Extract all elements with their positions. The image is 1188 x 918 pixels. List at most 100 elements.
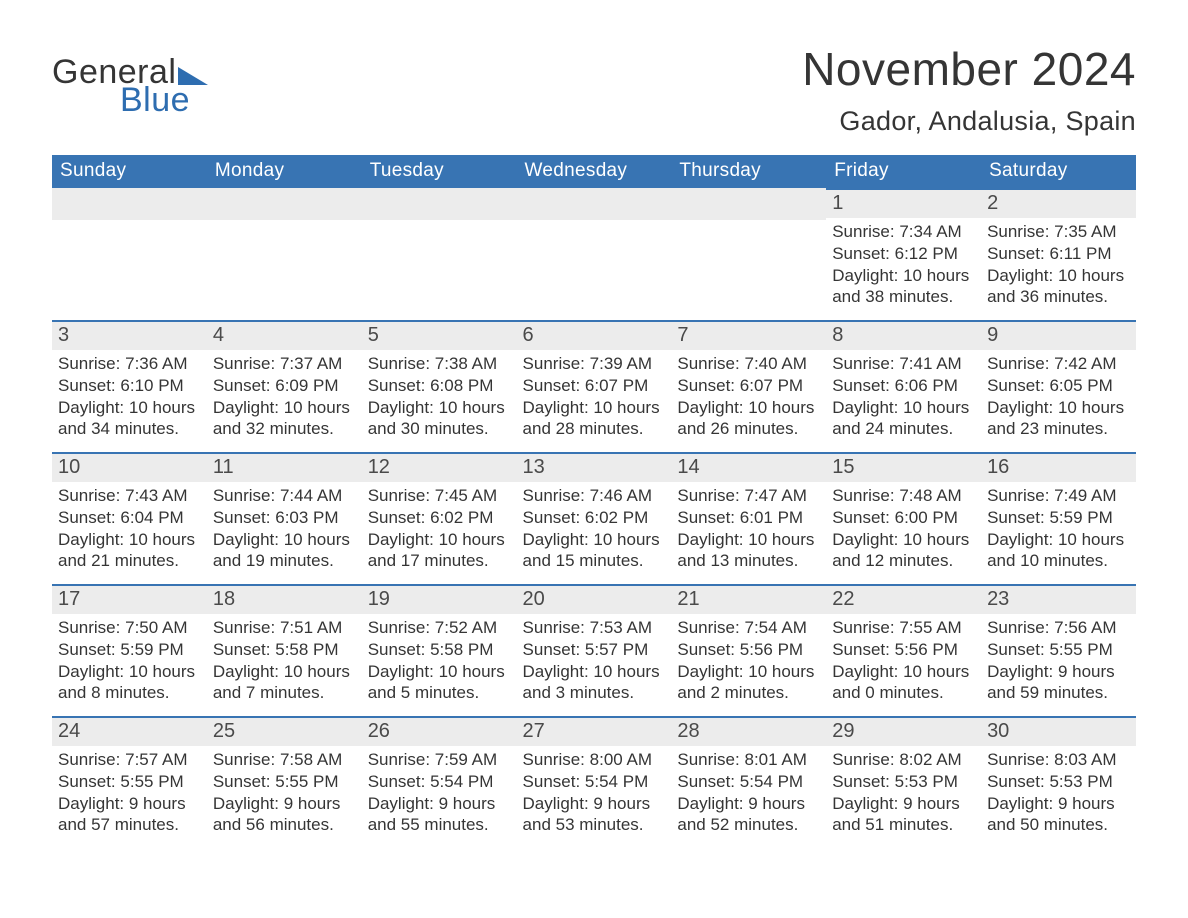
calendar-cell: 29Sunrise: 8:02 AMSunset: 5:53 PMDayligh… <box>826 716 981 848</box>
calendar-cell: 12Sunrise: 7:45 AMSunset: 6:02 PMDayligh… <box>362 452 517 584</box>
day-details: Sunrise: 7:34 AMSunset: 6:12 PMDaylight:… <box>826 218 981 308</box>
daylight-line: Daylight: 9 hours and 50 minutes. <box>987 793 1130 837</box>
day-details: Sunrise: 8:01 AMSunset: 5:54 PMDaylight:… <box>671 746 826 836</box>
sunset-label: Sunset: <box>987 376 1045 395</box>
sunset-value: 6:04 PM <box>120 508 183 527</box>
sunset-label: Sunset: <box>523 772 581 791</box>
day-number: 21 <box>671 584 826 614</box>
sunset-label: Sunset: <box>523 508 581 527</box>
sunrise-value: 8:03 AM <box>1054 750 1116 769</box>
day-details: Sunrise: 7:48 AMSunset: 6:00 PMDaylight:… <box>826 482 981 572</box>
sunset-value: 6:01 PM <box>740 508 803 527</box>
sunrise-label: Sunrise: <box>523 486 585 505</box>
sunrise-label: Sunrise: <box>523 354 585 373</box>
calendar-cell: 7Sunrise: 7:40 AMSunset: 6:07 PMDaylight… <box>671 320 826 452</box>
daylight-line: Daylight: 9 hours and 53 minutes. <box>523 793 666 837</box>
calendar-cell: 30Sunrise: 8:03 AMSunset: 5:53 PMDayligh… <box>981 716 1136 848</box>
sunrise-line: Sunrise: 7:41 AM <box>832 353 975 375</box>
sunset-line: Sunset: 6:08 PM <box>368 375 511 397</box>
sunrise-value: 7:54 AM <box>744 618 806 637</box>
sunset-value: 5:55 PM <box>120 772 183 791</box>
sunrise-label: Sunrise: <box>987 486 1049 505</box>
sunset-value: 5:54 PM <box>585 772 648 791</box>
sunset-value: 6:11 PM <box>1049 244 1111 263</box>
calendar-row: 17Sunrise: 7:50 AMSunset: 5:59 PMDayligh… <box>52 584 1136 716</box>
sunrise-line: Sunrise: 8:01 AM <box>677 749 820 771</box>
sunrise-value: 7:55 AM <box>899 618 961 637</box>
day-details: Sunrise: 7:43 AMSunset: 6:04 PMDaylight:… <box>52 482 207 572</box>
sunset-label: Sunset: <box>58 376 116 395</box>
daylight-label: Daylight: <box>58 662 124 681</box>
daylight-label: Daylight: <box>58 398 124 417</box>
sunset-label: Sunset: <box>58 772 116 791</box>
day: 16Sunrise: 7:49 AMSunset: 5:59 PMDayligh… <box>981 452 1136 584</box>
sunrise-label: Sunrise: <box>368 486 430 505</box>
sunrise-value: 7:49 AM <box>1054 486 1116 505</box>
sunrise-line: Sunrise: 7:50 AM <box>58 617 201 639</box>
sunrise-label: Sunrise: <box>368 750 430 769</box>
sunrise-line: Sunrise: 7:57 AM <box>58 749 201 771</box>
day-number: 26 <box>362 716 517 746</box>
day-number: 19 <box>362 584 517 614</box>
daylight-label: Daylight: <box>213 530 279 549</box>
sunrise-line: Sunrise: 7:59 AM <box>368 749 511 771</box>
sunset-label: Sunset: <box>213 640 271 659</box>
sunrise-line: Sunrise: 7:53 AM <box>523 617 666 639</box>
day-number: 1 <box>826 188 981 218</box>
sunrise-line: Sunrise: 7:45 AM <box>368 485 511 507</box>
daylight-line: Daylight: 9 hours and 51 minutes. <box>832 793 975 837</box>
weekday-header: Tuesday <box>362 155 517 188</box>
sunset-label: Sunset: <box>987 244 1045 263</box>
sunset-label: Sunset: <box>58 640 116 659</box>
day-number: 17 <box>52 584 207 614</box>
day: 5Sunrise: 7:38 AMSunset: 6:08 PMDaylight… <box>362 320 517 452</box>
sunset-label: Sunset: <box>213 508 271 527</box>
day-details: Sunrise: 7:36 AMSunset: 6:10 PMDaylight:… <box>52 350 207 440</box>
weekday-header: Monday <box>207 155 362 188</box>
sunrise-value: 7:56 AM <box>1054 618 1116 637</box>
sunset-line: Sunset: 5:53 PM <box>832 771 975 793</box>
daylight-line: Daylight: 10 hours and 36 minutes. <box>987 265 1130 309</box>
day-details: Sunrise: 7:50 AMSunset: 5:59 PMDaylight:… <box>52 614 207 704</box>
day: 3Sunrise: 7:36 AMSunset: 6:10 PMDaylight… <box>52 320 207 452</box>
sunset-value: 5:58 PM <box>430 640 493 659</box>
sunset-line: Sunset: 6:05 PM <box>987 375 1130 397</box>
daylight-label: Daylight: <box>368 794 434 813</box>
sunrise-value: 8:01 AM <box>744 750 806 769</box>
sunrise-value: 7:46 AM <box>590 486 652 505</box>
weekday-row: SundayMondayTuesdayWednesdayThursdayFrid… <box>52 155 1136 188</box>
day-number: 8 <box>826 320 981 350</box>
day-number: 4 <box>207 320 362 350</box>
daylight-line: Daylight: 10 hours and 10 minutes. <box>987 529 1130 573</box>
day-details: Sunrise: 7:47 AMSunset: 6:01 PMDaylight:… <box>671 482 826 572</box>
day: 21Sunrise: 7:54 AMSunset: 5:56 PMDayligh… <box>671 584 826 716</box>
daylight-line: Daylight: 9 hours and 55 minutes. <box>368 793 511 837</box>
sunrise-label: Sunrise: <box>832 618 894 637</box>
daylight-line: Daylight: 10 hours and 23 minutes. <box>987 397 1130 441</box>
sunset-value: 6:00 PM <box>895 508 958 527</box>
empty-day <box>207 188 362 320</box>
sunrise-value: 7:57 AM <box>125 750 187 769</box>
day-details: Sunrise: 8:00 AMSunset: 5:54 PM Daylight:… <box>517 746 672 836</box>
daylight-line: Daylight: 9 hours and 56 minutes. <box>213 793 356 837</box>
sunrise-value: 7:45 AM <box>435 486 497 505</box>
sunrise-value: 7:47 AM <box>744 486 806 505</box>
daylight-label: Daylight: <box>987 662 1053 681</box>
sunset-line: Sunset: 5:55 PM <box>213 771 356 793</box>
day: 27Sunrise: 8:00 AMSunset: 5:54 PMDayligh… <box>517 716 672 848</box>
daylight-label: Daylight: <box>987 398 1053 417</box>
calendar-cell: 14Sunrise: 7:47 AMSunset: 6:01 PMDayligh… <box>671 452 826 584</box>
sunrise-line: Sunrise: 8:00 AM <box>523 749 666 771</box>
sunrise-label: Sunrise: <box>523 750 585 769</box>
day: 12Sunrise: 7:45 AMSunset: 6:02 PMDayligh… <box>362 452 517 584</box>
day-number: 7 <box>671 320 826 350</box>
day-details: Sunrise: 7:54 AMSunset: 5:56 PMDaylight:… <box>671 614 826 704</box>
sunset-label: Sunset: <box>368 640 426 659</box>
daylight-line: Daylight: 10 hours and 2 minutes. <box>677 661 820 705</box>
sunset-value: 5:59 PM <box>1049 508 1112 527</box>
sunset-line: Sunset: 6:03 PM <box>213 507 356 529</box>
daylight-label: Daylight: <box>832 794 898 813</box>
day-number: 14 <box>671 452 826 482</box>
sunset-line: Sunset: 6:01 PM <box>677 507 820 529</box>
daylight-line: Daylight: 10 hours and 8 minutes. <box>58 661 201 705</box>
